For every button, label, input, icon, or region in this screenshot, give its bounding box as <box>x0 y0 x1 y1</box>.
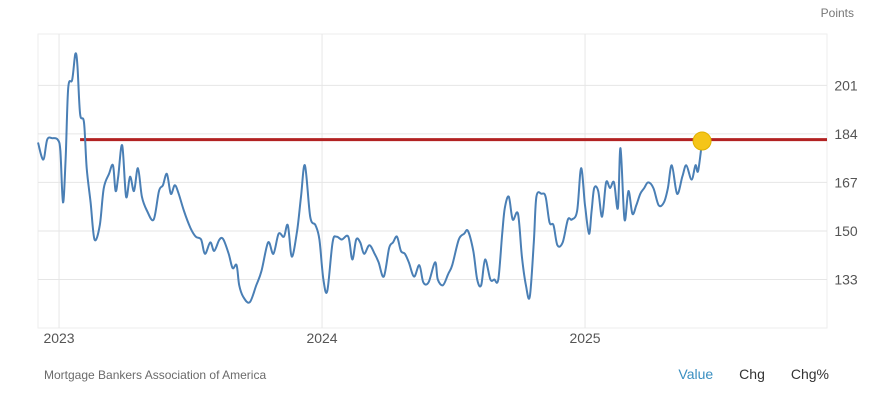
units-label: Points <box>821 6 854 20</box>
line-chart: Points 133 150 167 184 201 2023 2024 2025 <box>37 6 858 346</box>
tab-chg-percent[interactable]: Chg% <box>790 366 829 382</box>
tab-chg[interactable]: Chg <box>739 366 765 382</box>
x-axis: 2023 2024 2025 <box>43 330 600 346</box>
series-line <box>37 52 704 304</box>
x-tick-label: 2024 <box>306 330 337 346</box>
value-tabs: Value Chg Chg% <box>678 366 829 382</box>
x-tick-label: 2025 <box>569 330 600 346</box>
x-tick-label: 2023 <box>43 330 74 346</box>
y-axis: 133 150 167 184 201 <box>834 77 858 287</box>
y-tick-label: 167 <box>834 174 858 190</box>
highlight-group <box>692 131 712 151</box>
plot-area <box>37 33 828 329</box>
source-label: Mortgage Bankers Association of America <box>44 368 267 382</box>
y-tick-label: 184 <box>834 126 858 142</box>
y-tick-label: 133 <box>834 271 858 287</box>
tab-value[interactable]: Value <box>678 366 714 382</box>
chart-footer: Mortgage Bankers Association of America … <box>0 360 877 390</box>
last-value-dot[interactable] <box>692 131 712 151</box>
y-tick-label: 150 <box>834 223 858 239</box>
series-group <box>37 52 704 304</box>
y-tick-label: 201 <box>834 77 858 93</box>
